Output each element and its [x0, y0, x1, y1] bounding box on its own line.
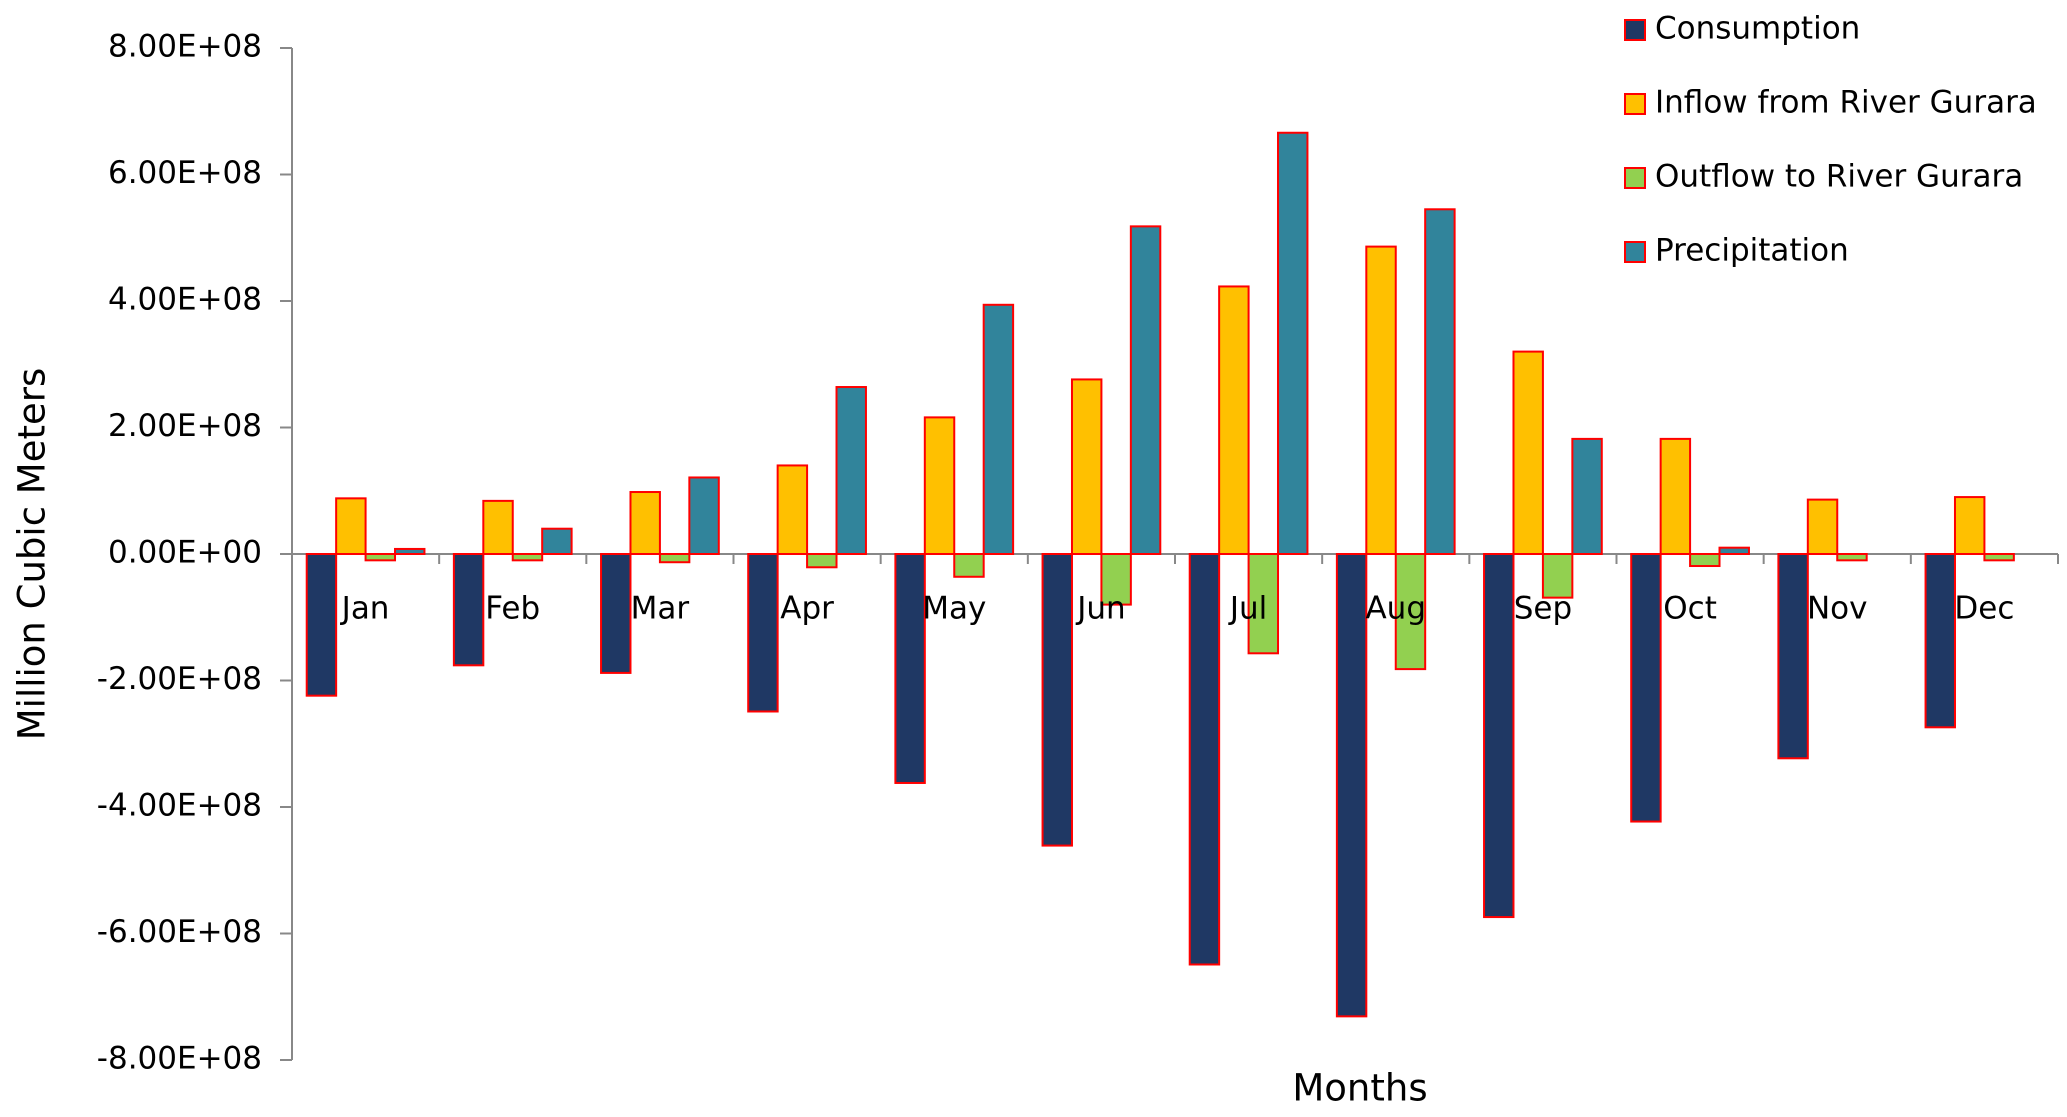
bar	[1335, 553, 1368, 1018]
legend-label: Inflow from River Gurara	[1655, 85, 2037, 121]
bar	[1689, 553, 1721, 568]
x-tick-label: Dec	[1954, 591, 2014, 627]
bar	[629, 491, 661, 556]
bar	[1571, 437, 1603, 556]
bar	[541, 527, 573, 556]
bar	[1630, 553, 1662, 823]
bar	[1777, 553, 1809, 760]
bar	[894, 553, 926, 784]
bar	[1924, 553, 1956, 729]
y-tick-label: 8.00E+08	[108, 29, 262, 65]
bar	[1070, 378, 1103, 555]
y-axis-title: Million Cubic Meters	[11, 368, 54, 741]
x-tick-label: Mar	[631, 591, 690, 627]
bar	[452, 553, 485, 667]
bar	[394, 547, 426, 556]
bar	[511, 553, 544, 562]
bar	[1806, 498, 1839, 556]
y-tick-label: 6.00E+08	[108, 155, 262, 191]
bar	[1129, 225, 1162, 556]
bar	[1218, 285, 1250, 555]
bar	[1100, 553, 1132, 606]
legend-swatch	[1624, 241, 1646, 263]
y-tick-label: -2.00E+08	[97, 661, 262, 697]
bar	[1247, 553, 1280, 655]
legend-swatch	[1624, 19, 1646, 41]
bar	[923, 416, 956, 555]
x-tick-label: Oct	[1663, 591, 1717, 627]
bar	[982, 303, 1015, 556]
x-tick-label: Jul	[1228, 591, 1267, 627]
y-tick-label: 4.00E+08	[108, 282, 262, 318]
bar	[688, 476, 720, 555]
legend-swatch	[1624, 167, 1646, 189]
bar	[776, 464, 809, 556]
legend-swatch	[1624, 93, 1646, 115]
bar	[953, 553, 985, 578]
x-tick-label: Aug	[1365, 591, 1426, 627]
legend-label: Outflow to River Gurara	[1655, 159, 2023, 195]
bar	[1512, 350, 1544, 555]
x-tick-label: May	[922, 591, 986, 627]
bar	[747, 553, 779, 713]
x-tick-label: Jan	[340, 591, 390, 627]
bar	[1541, 553, 1574, 599]
y-tick-label: 0.00E+00	[108, 535, 262, 571]
bar	[1424, 208, 1456, 555]
y-tick-label: -4.00E+08	[97, 788, 262, 824]
x-tick-label: Jun	[1075, 591, 1125, 627]
bar	[1718, 546, 1750, 555]
x-tick-label: Apr	[780, 591, 834, 627]
bar	[364, 553, 397, 562]
bar	[1365, 245, 1397, 555]
x-tick-label: Sep	[1514, 591, 1572, 627]
x-tick-label: Nov	[1807, 591, 1868, 627]
x-tick-label: Feb	[485, 591, 540, 627]
bar	[1953, 496, 1986, 556]
bar	[600, 553, 632, 674]
bar	[1983, 553, 2015, 562]
legend-label: Precipitation	[1655, 233, 1849, 269]
bar	[1277, 131, 1309, 555]
x-axis-title: Months	[1292, 1067, 1427, 1110]
bar	[305, 553, 338, 697]
y-tick-label: -8.00E+08	[97, 1041, 262, 1077]
bar	[658, 553, 691, 564]
bar	[835, 386, 867, 555]
bar	[1659, 437, 1692, 556]
bar	[1188, 553, 1221, 966]
bar	[335, 497, 367, 555]
bar	[1394, 553, 1427, 671]
bar	[1483, 553, 1515, 919]
y-tick-label: -6.00E+08	[97, 914, 262, 950]
y-tick-label: 2.00E+08	[108, 408, 262, 444]
bar	[1041, 553, 1073, 847]
bar	[482, 499, 514, 555]
legend-label: Consumption	[1655, 11, 1860, 47]
bar	[806, 553, 838, 569]
bar	[1836, 553, 1868, 562]
